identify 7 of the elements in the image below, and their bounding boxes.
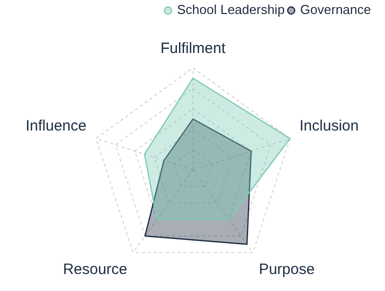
legend-label: Governance — [300, 2, 372, 18]
legend-label: School Leadership — [176, 2, 285, 18]
spoke-label: Purpose — [258, 260, 315, 278]
spoke-label: Influence — [26, 118, 86, 135]
spoke-label: Fulfilment — [160, 40, 226, 58]
spoke-label: Resource — [62, 260, 128, 278]
spoke-label: Inclusion — [300, 118, 359, 135]
